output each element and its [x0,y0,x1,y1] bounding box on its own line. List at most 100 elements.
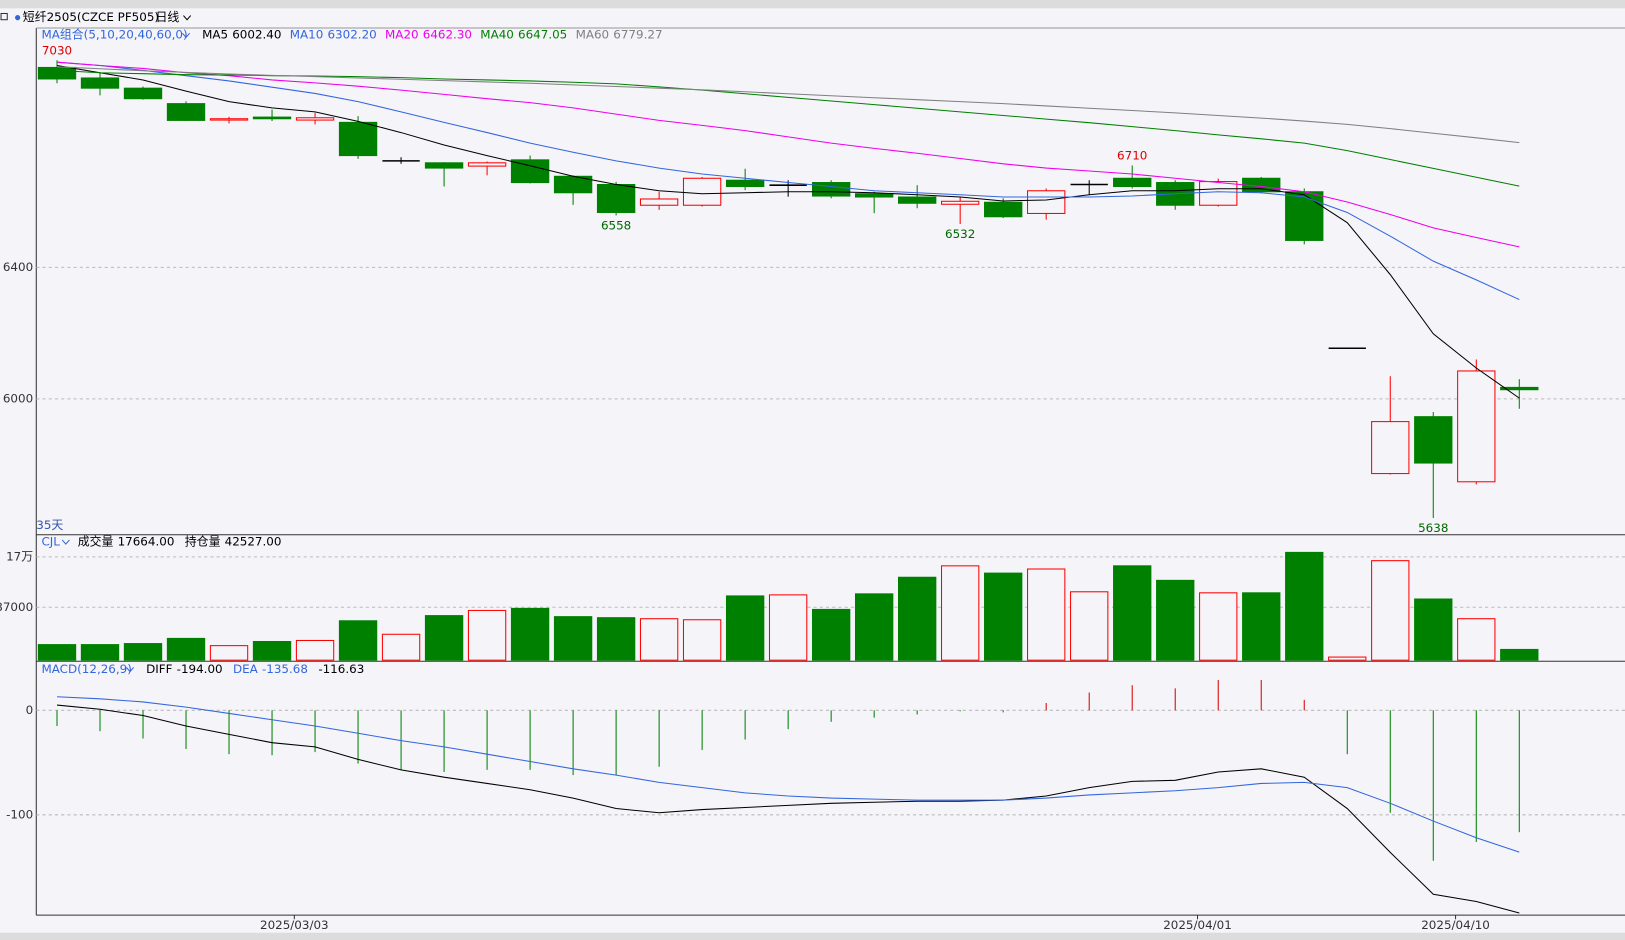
volume-bar [639,618,679,661]
dropdown-arrow [61,539,70,545]
volume-bar [467,609,507,661]
extreme-label: 6710 [1117,149,1147,163]
volume-bar [80,644,120,661]
legend-title: CJL [41,535,60,549]
candle-body [682,177,722,206]
volume-bar [1199,592,1238,661]
legend-text: 17664.00 [118,535,175,549]
extreme-label: 6558 [601,218,631,232]
legend-text: DEA [233,662,259,676]
legend-text: -116.63 [318,662,364,676]
legend-text: MA60 [576,28,610,42]
legend-text: -135.68 [262,662,308,676]
legend-text: 6647.05 [518,28,567,42]
dropdown-arrow [182,32,191,39]
volume-bar [252,640,292,661]
extreme-label: 6532 [945,227,975,241]
volume-bar [811,608,851,661]
volume-bar [1414,598,1453,661]
candle-body [1199,181,1238,206]
candle-body [209,118,249,121]
volume-bar [941,565,980,661]
top-bar [0,0,1625,9]
volume-bar [1156,579,1195,661]
candle-body [123,87,163,100]
legend-text: MA5 [202,28,228,42]
volume-bar [596,617,636,661]
candle-body [467,162,507,167]
x-tick-label: 2025/04/01 [1163,918,1232,932]
candle-body [424,162,464,169]
volume-bar [123,643,163,661]
y-tick-label: 0 [26,703,34,717]
candle-body [80,77,120,89]
volume-bar [725,595,765,661]
legend-text: MA40 [480,28,514,42]
volume-bar [510,607,550,661]
candle-body [596,184,636,213]
volume-bar [424,615,464,661]
volume-bar [768,594,808,661]
icon [0,12,8,21]
period[interactable]: 日线 [155,10,179,24]
ma-line [56,66,1520,144]
volume-bar [1027,568,1066,661]
volume-bar [682,619,722,661]
candle-body [854,193,894,198]
volume-bar [295,639,335,661]
candle-body [984,201,1023,218]
instrument: 短纤2505(CZCE PF505) [23,10,159,24]
extreme-label: 7030 [42,43,72,57]
legend-text: 6002.40 [232,28,281,42]
legend-text: MA10 [290,28,324,42]
volume-bar [553,616,593,661]
volume-bar [1070,591,1109,661]
volume-bar [166,637,206,661]
legend-title: MA组合(5,10,20,40,60,0) [41,28,187,42]
period-label: 35天 [36,518,63,532]
candle-body [338,121,378,157]
volume-bar [1500,648,1539,661]
ma-line [56,61,1520,301]
legend-text: 成交量 [78,535,114,549]
candle-body [941,200,980,205]
volume-bar [1328,656,1367,661]
volume-bar [338,620,378,661]
macd-line [56,704,1520,914]
candle-body [1285,191,1324,241]
icon[interactable] [15,15,21,21]
candle-body [811,182,851,197]
bottom-bar [0,932,1625,940]
legend-text: DIFF [146,662,173,676]
dropdown-arrow [126,667,135,673]
y-tick-label: 6000 [3,391,33,405]
candle-body [295,117,335,121]
dropdown-arrow [183,15,192,21]
legend-text: -194.00 [177,662,223,676]
ma-line [56,64,1520,399]
volume-bar [209,645,249,661]
volume-bar [1371,560,1410,661]
legend-text: 持仓量 [185,535,221,549]
candle-body [1371,421,1410,475]
legend-text: 6779.27 [613,28,662,42]
volume-bar [897,576,937,661]
legend-title: MACD(12,26,9) [41,662,131,676]
candle-body [37,66,77,80]
ma-line [56,61,1520,248]
legend-text: 6302.20 [327,28,376,42]
volume-bar [1113,565,1152,661]
candle-body [639,198,679,206]
volume-bar [1242,592,1281,661]
candle-body [1457,370,1496,483]
y-tick-label: 17万 [6,549,33,563]
extreme-label: 5638 [1418,521,1448,535]
volume-bar [1285,551,1324,661]
legend-text: 42527.00 [225,535,282,549]
volume-bar [1457,618,1496,661]
x-tick-label: 2025/03/03 [260,918,329,932]
volume-bar [381,633,421,661]
